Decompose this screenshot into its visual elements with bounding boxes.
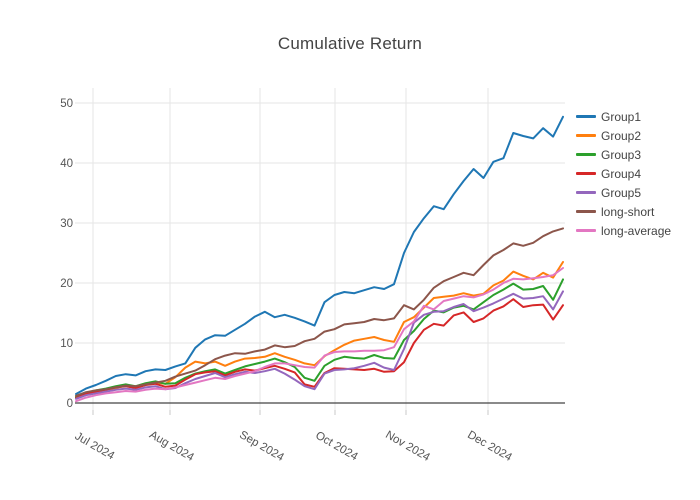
series-line-long-average (75, 267, 564, 403)
y-tick-label: 30 (60, 218, 73, 230)
legend-swatch-Group1 (576, 115, 596, 118)
x-tick-label: Aug 2024 (147, 429, 196, 464)
x-tick-label: Nov 2024 (383, 429, 432, 464)
y-tick-label: 20 (60, 278, 73, 290)
legend-item-Group3[interactable]: Group3 (576, 145, 696, 164)
x-tick-label: Dec 2024 (465, 429, 514, 464)
legend-swatch-Group2 (576, 134, 596, 137)
legend-label: Group2 (601, 128, 642, 143)
legend-label: Group5 (601, 185, 642, 200)
legend-item-long-average[interactable]: long-average (576, 221, 696, 240)
legend-swatch-long-average (576, 229, 596, 232)
series-line-Group5 (75, 290, 564, 400)
legend-item-Group1[interactable]: Group1 (576, 107, 696, 126)
legend-swatch-Group4 (576, 172, 596, 175)
legend-swatch-Group3 (576, 153, 596, 156)
legend-label: Group1 (601, 109, 642, 124)
x-tick-label: Jul 2024 (73, 430, 117, 462)
series-line-Group1 (75, 115, 564, 395)
x-tick-label: Sep 2024 (237, 429, 286, 464)
legend-label: long-average (601, 223, 672, 238)
legend-swatch-long-short (576, 210, 596, 213)
legend-label: long-short (601, 204, 655, 219)
chart-title: Cumulative Return (277, 34, 423, 53)
y-tick-label: 0 (67, 398, 73, 410)
legend-item-long-short[interactable]: long-short (576, 202, 696, 221)
legend: Group1 Group2 Group3 Group4 Group5 long-short… (576, 107, 696, 240)
legend-swatch-Group5 (576, 191, 596, 194)
legend-label: Group3 (601, 147, 642, 162)
y-tick-label: 10 (60, 338, 73, 350)
legend-item-Group5[interactable]: Group5 (576, 183, 696, 202)
legend-item-Group2[interactable]: Group2 (576, 126, 696, 145)
y-tick-label: 40 (60, 158, 73, 170)
x-tick-label: Oct 2024 (313, 430, 360, 464)
series-line-Group2 (75, 261, 564, 399)
series-line-long-short (75, 227, 564, 397)
legend-label: Group4 (601, 166, 642, 181)
legend-item-Group4[interactable]: Group4 (576, 164, 696, 183)
y-tick-label: 50 (60, 98, 73, 110)
